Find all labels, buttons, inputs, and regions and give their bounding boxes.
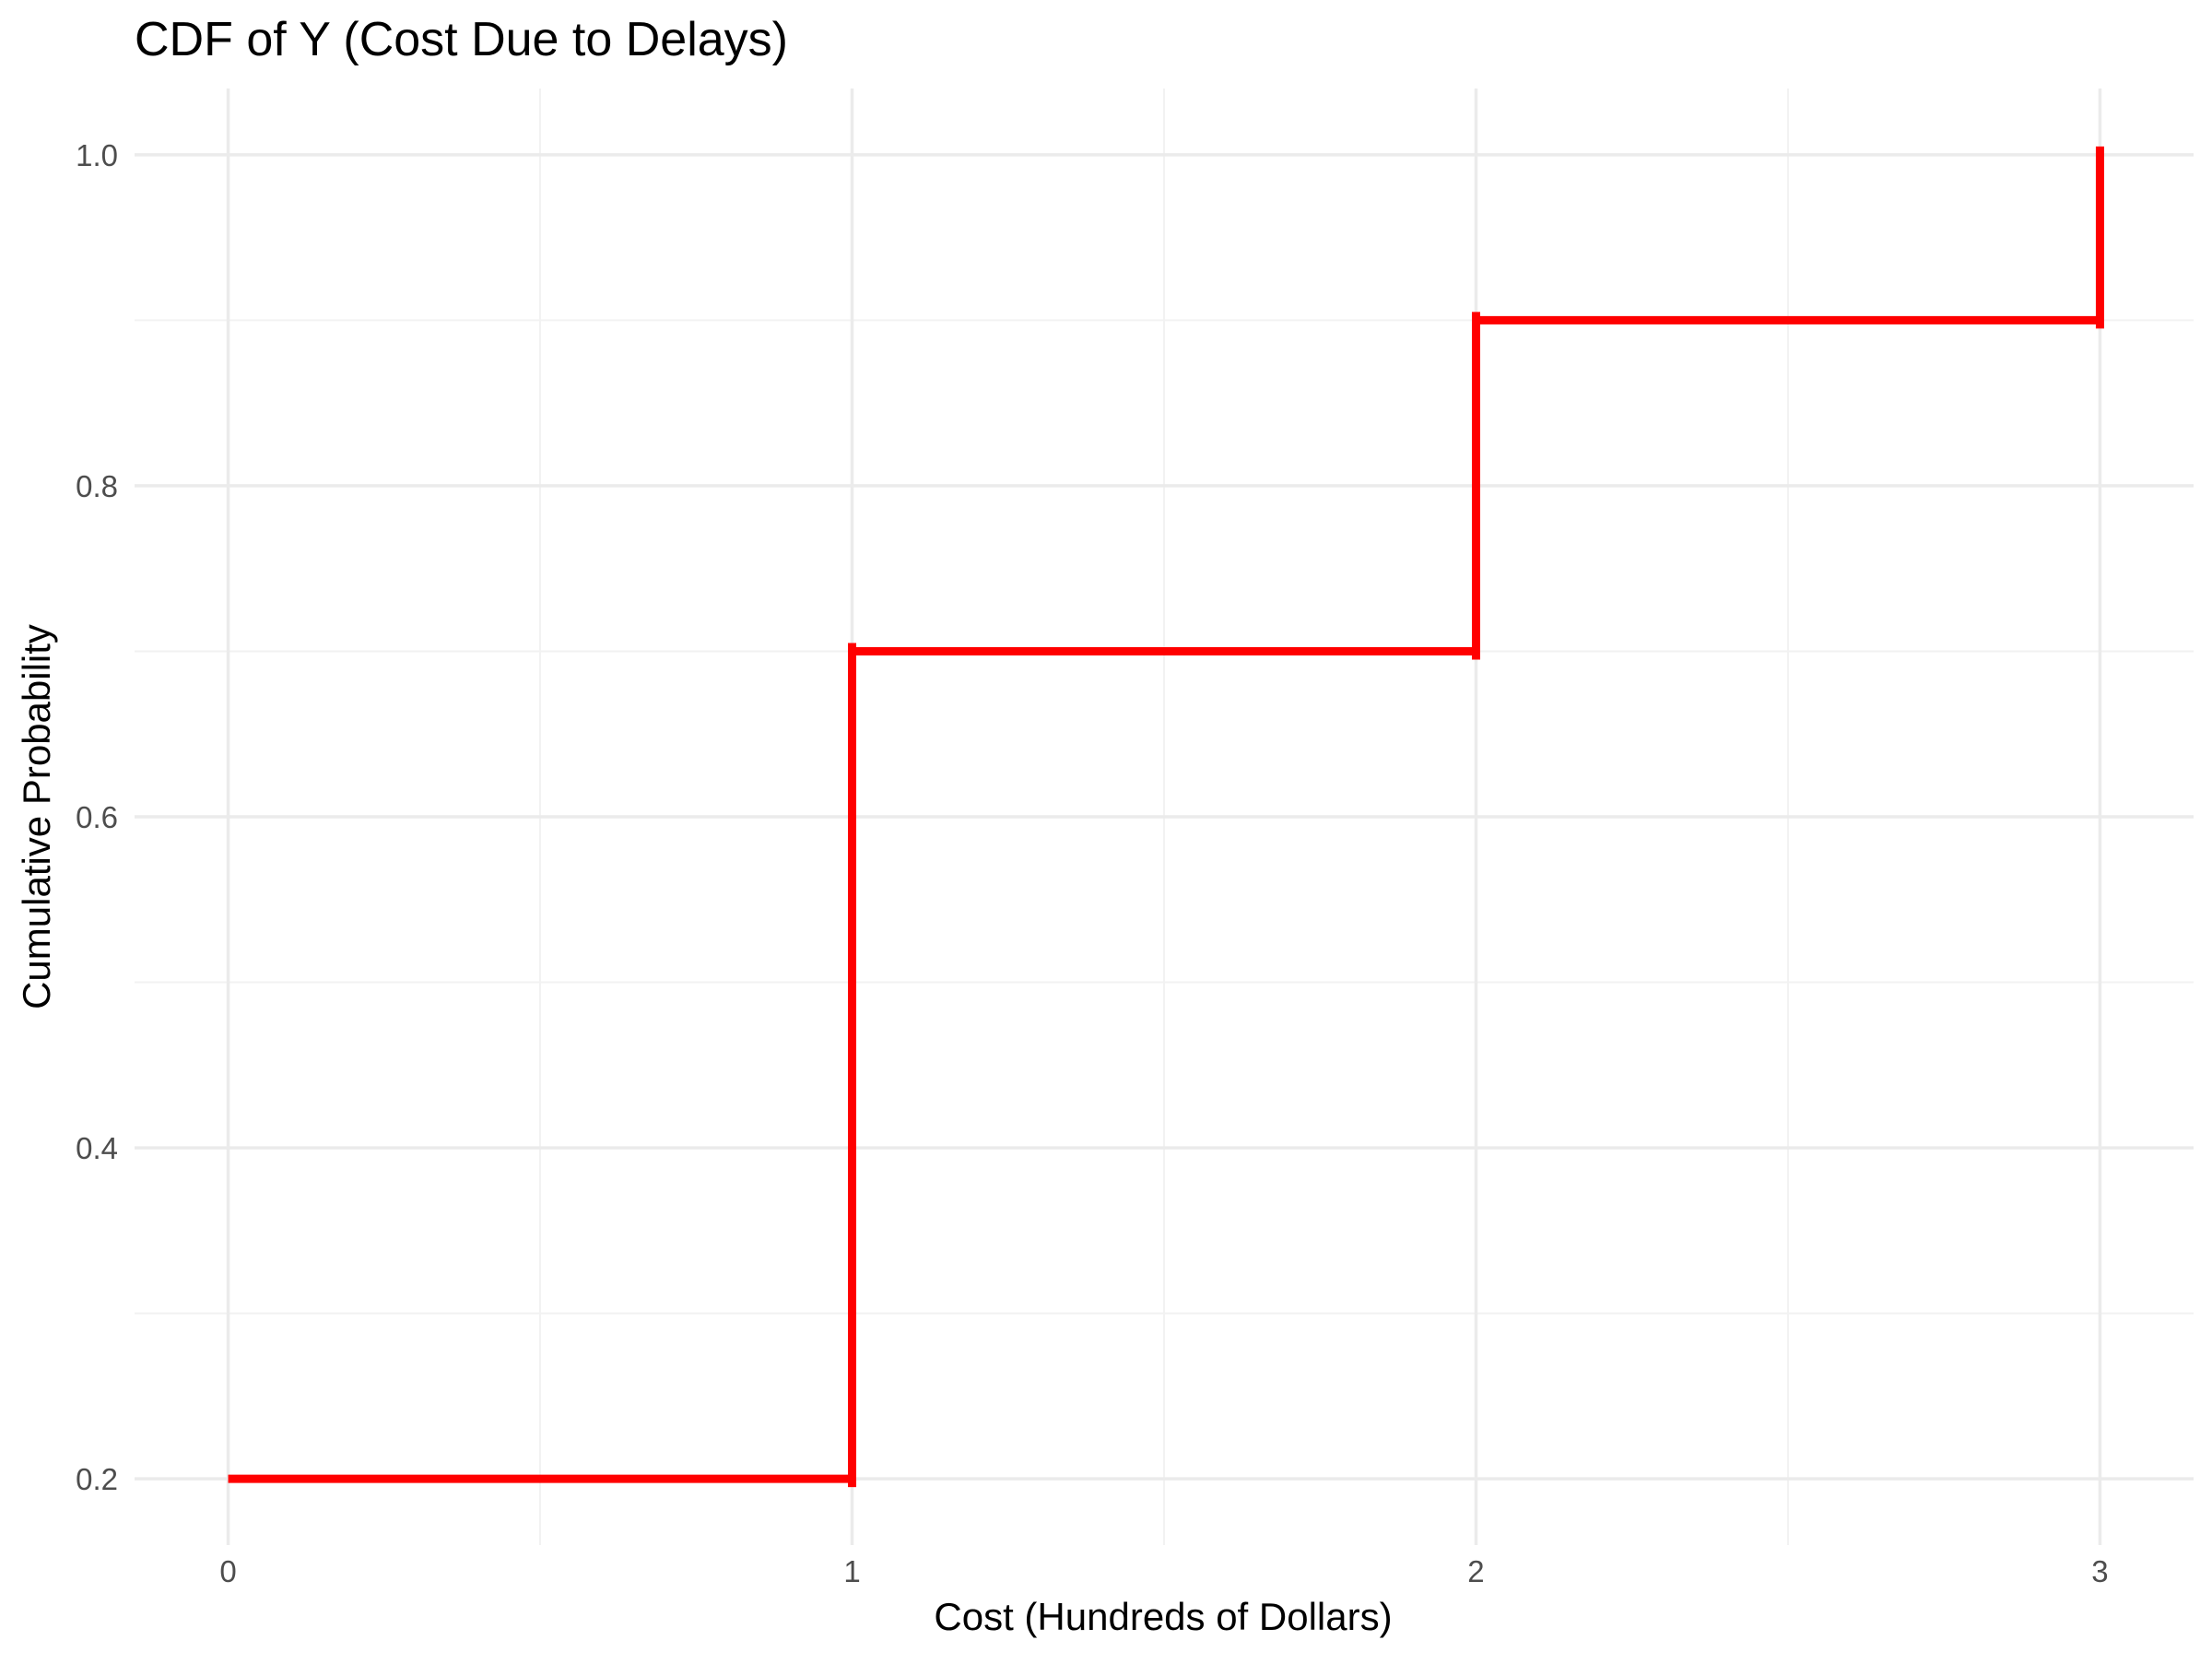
y-tick-label-4: 1.0 [76, 138, 118, 172]
y-tick-label-2: 0.6 [76, 800, 118, 834]
x-tick-label-3: 3 [2091, 1554, 2108, 1588]
x-tick-label-1: 1 [843, 1554, 860, 1588]
chart-title: CDF of Y (Cost Due to Delays) [135, 13, 788, 66]
x-axis-ticks: 0 1 2 3 [219, 1554, 2108, 1588]
y-tick-label-3: 0.8 [76, 469, 118, 503]
y-tick-label-1: 0.4 [76, 1131, 118, 1165]
y-tick-label-0: 0.2 [76, 1462, 118, 1496]
y-axis-ticks: 0.2 0.4 0.6 0.8 1.0 [76, 138, 118, 1496]
x-tick-label-0: 0 [219, 1554, 236, 1588]
series-layer [228, 146, 2104, 1488]
x-axis-title: Cost (Hundreds of Dollars) [934, 1595, 1392, 1638]
x-tick-label-2: 2 [1467, 1554, 1484, 1588]
y-axis-title: Cumulative Probability [15, 624, 58, 1009]
